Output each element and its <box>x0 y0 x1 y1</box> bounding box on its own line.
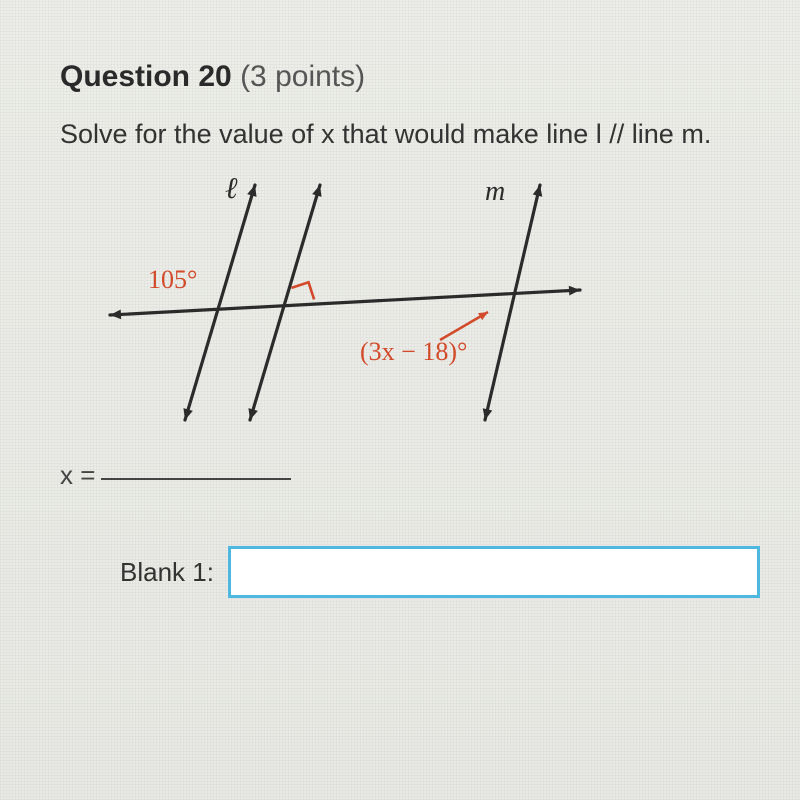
blank-1-input[interactable] <box>228 546 760 598</box>
svg-text:m: m <box>485 176 505 207</box>
geometry-diagram: ℓ m 105° (3x − 18)° <box>90 170 610 450</box>
svg-text:ℓ: ℓ <box>225 172 238 205</box>
answer-line: x = <box>60 460 760 491</box>
svg-text:(3x − 18)°: (3x − 18)° <box>360 337 467 366</box>
blank-label: Blank 1: <box>120 557 214 588</box>
question-number: Question 20 <box>60 60 232 93</box>
answer-blank-line <box>101 478 291 480</box>
answer-label: x = <box>60 460 95 490</box>
blank-row: Blank 1: <box>60 546 760 598</box>
svg-text:105°: 105° <box>148 265 197 294</box>
question-prompt: Solve for the value of x that would make… <box>60 116 760 152</box>
question-points: (3 points) <box>240 60 365 93</box>
question-header: Question 20 (3 points) <box>60 60 760 94</box>
